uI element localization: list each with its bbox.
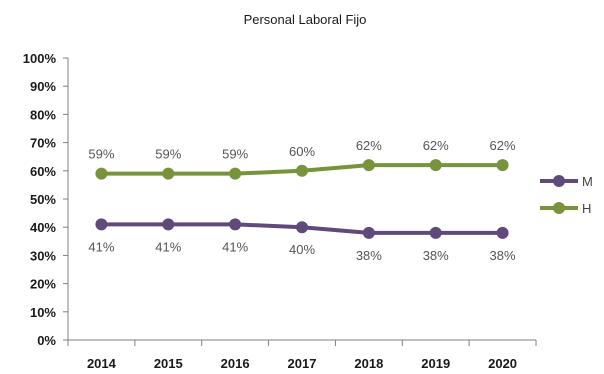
y-tick-label: 0% [37, 333, 56, 348]
x-tick-label: 2015 [154, 356, 183, 371]
data-point-H [95, 167, 108, 180]
data-point-H [229, 167, 242, 180]
data-point-M [429, 226, 442, 239]
axes: 0% 10% 20% 30% 40% 50% 60% 70% 80% 90% 100% 2014 201… [23, 51, 537, 371]
legend-marker-M [553, 175, 565, 187]
data-point-M [296, 221, 308, 234]
data-point-M [362, 226, 375, 239]
data-labels: 41% 41% 41% 40% 38% 38% 38% 59% 59% 59% 60% 62% 62% 6… [88, 138, 516, 263]
legend: MH [540, 174, 593, 216]
y-tick-label: 70% [30, 136, 56, 151]
y-tick-label: 20% [30, 277, 56, 292]
data-label-M: 38% [490, 248, 516, 263]
data-label-M: 41% [222, 239, 248, 254]
y-tick-label: 100% [23, 51, 57, 66]
x-tick-label: 2014 [87, 356, 117, 371]
data-label-H: 59% [222, 147, 248, 162]
data-label-M: 41% [155, 239, 181, 254]
data-point-H [429, 159, 442, 172]
legend-label-M: M [582, 174, 593, 189]
y-tick-label: 50% [30, 192, 56, 207]
data-label-H: 60% [289, 144, 315, 159]
x-tick-label: 2018 [354, 356, 383, 371]
y-tick-label: 10% [30, 305, 56, 320]
chart-title: Personal Laboral Fijo [244, 12, 367, 27]
data-label-M: 40% [289, 242, 315, 257]
x-tick-label: 2019 [421, 356, 450, 371]
y-tick-label: 40% [30, 220, 56, 235]
y-tick-label: 60% [30, 164, 56, 179]
data-point-H [362, 159, 375, 172]
data-point-M [496, 226, 509, 239]
data-label-M: 38% [423, 248, 449, 263]
data-point-H [296, 164, 308, 177]
x-tick-label: 2017 [288, 356, 317, 371]
data-point-H [496, 159, 509, 172]
data-label-H: 62% [423, 138, 449, 153]
y-tick-label: 90% [30, 79, 56, 94]
data-point-M [162, 218, 175, 231]
x-tick-label: 2016 [221, 356, 250, 371]
legend-marker-H [553, 202, 565, 214]
data-label-H: 59% [155, 147, 181, 162]
y-tick-label: 80% [30, 107, 56, 122]
data-label-M: 41% [88, 239, 114, 254]
data-point-M [95, 218, 108, 231]
y-tick-label: 30% [30, 248, 56, 263]
data-point-M [229, 218, 242, 231]
data-label-H: 62% [356, 138, 382, 153]
data-label-H: 59% [88, 147, 114, 162]
series-layer [95, 159, 509, 239]
x-tick-label: 2020 [488, 356, 517, 371]
legend-label-H: H [582, 201, 591, 216]
data-label-H: 62% [490, 138, 516, 153]
data-label-M: 38% [356, 248, 382, 263]
data-point-H [162, 167, 175, 180]
